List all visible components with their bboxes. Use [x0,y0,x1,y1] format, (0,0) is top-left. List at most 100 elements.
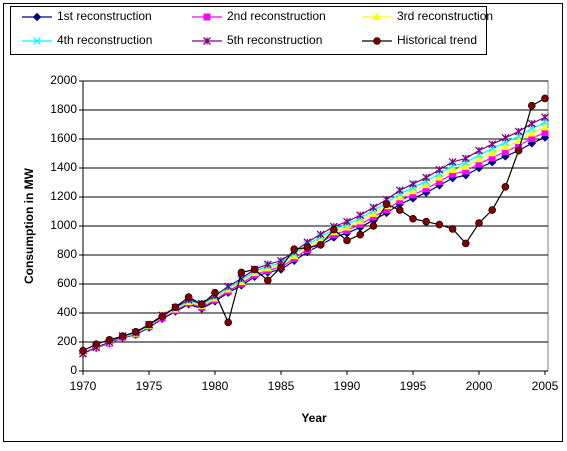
data-point [487,148,497,157]
data-point [514,127,523,136]
data-point [184,293,193,301]
data-point [461,154,470,163]
data-point [488,206,497,214]
data-point [171,303,180,312]
data-point [527,128,537,137]
data-point [211,288,219,297]
legend-label: 5th reconstruction [227,33,322,47]
data-point [395,186,404,195]
data-point [158,312,166,321]
legend-marker [372,12,382,20]
data-point [448,225,457,233]
data-point [92,340,100,348]
data-point [316,230,325,239]
x-axis-label: Year [301,411,327,425]
data-point [105,336,114,344]
data-point [329,225,338,234]
data-point [343,236,351,245]
data-point [382,200,391,209]
data-point [369,203,378,212]
data-point [421,180,431,189]
data-point [514,146,523,155]
data-point [356,211,365,220]
y-tick-label: 0 [70,363,77,377]
y-tick-label: 600 [57,276,77,290]
data-point [132,328,140,336]
data-point [409,214,417,223]
data-point [527,119,536,128]
y-tick-label: 1400 [50,160,77,174]
data-point [198,300,206,309]
data-point [145,320,153,329]
legend-marker [33,37,41,45]
data-point [422,217,431,226]
data-point [290,245,299,253]
data-point [448,165,457,174]
x-tick-label: 1975 [136,379,163,393]
x-tick-label: 2000 [466,379,493,393]
x-tick-label: 1970 [70,379,97,393]
data-point [435,165,444,174]
legend-label: 2nd reconstruction [227,9,326,23]
data-point [461,162,471,170]
data-point [277,263,285,272]
data-point [369,209,378,217]
data-point [224,282,233,291]
data-point [237,268,246,277]
data-point [527,101,536,110]
legend-label: Historical trend [397,33,477,47]
y-tick-label: 2000 [50,73,77,87]
legend-marker [203,37,211,45]
legend-marker [32,12,42,22]
data-point [356,230,365,239]
data-point [263,276,272,285]
y-tick-label: 1000 [50,218,77,232]
x-tick-label: 1985 [268,379,295,393]
data-point [501,133,510,142]
data-point [475,146,483,155]
data-point [316,241,325,249]
y-axis-label: Consumption in MW [22,167,36,284]
data-point [79,346,87,355]
data-point [435,220,444,229]
data-point [263,260,272,269]
data-point [501,142,510,151]
legend-box [10,6,487,55]
legend-marker [373,37,381,45]
data-point [475,219,483,227]
data-point [395,206,404,214]
data-point [488,140,497,149]
data-point [395,192,405,201]
y-tick-label: 800 [57,247,77,261]
legend-label: 4th reconstruction [57,33,152,47]
y-tick-label: 1800 [50,102,77,116]
data-point [461,239,470,248]
data-point [303,243,312,252]
x-tick-label: 1980 [202,379,229,393]
y-tick-label: 400 [57,305,77,319]
data-point [250,265,259,274]
y-tick-label: 1200 [50,189,77,203]
y-tick-label: 1600 [50,131,77,145]
data-point [408,186,418,195]
data-point [448,157,457,166]
x-tick-label: 1990 [334,379,361,393]
y-tick-label: 200 [57,334,77,348]
data-point [343,217,351,226]
data-point [541,113,549,122]
data-point [541,94,549,103]
data-point [540,122,550,131]
x-tick-label: 2005 [532,379,559,393]
data-point [369,222,378,230]
data-point [409,179,417,188]
data-point [514,136,523,145]
legend-label: 1st reconstruction [57,9,152,23]
data-point [474,154,484,163]
data-point [118,332,127,341]
data-point [422,173,431,182]
legend-label: 3rd reconstruction [397,9,493,23]
legend-marker [203,13,211,21]
data-point [501,183,510,191]
data-point [224,318,232,327]
